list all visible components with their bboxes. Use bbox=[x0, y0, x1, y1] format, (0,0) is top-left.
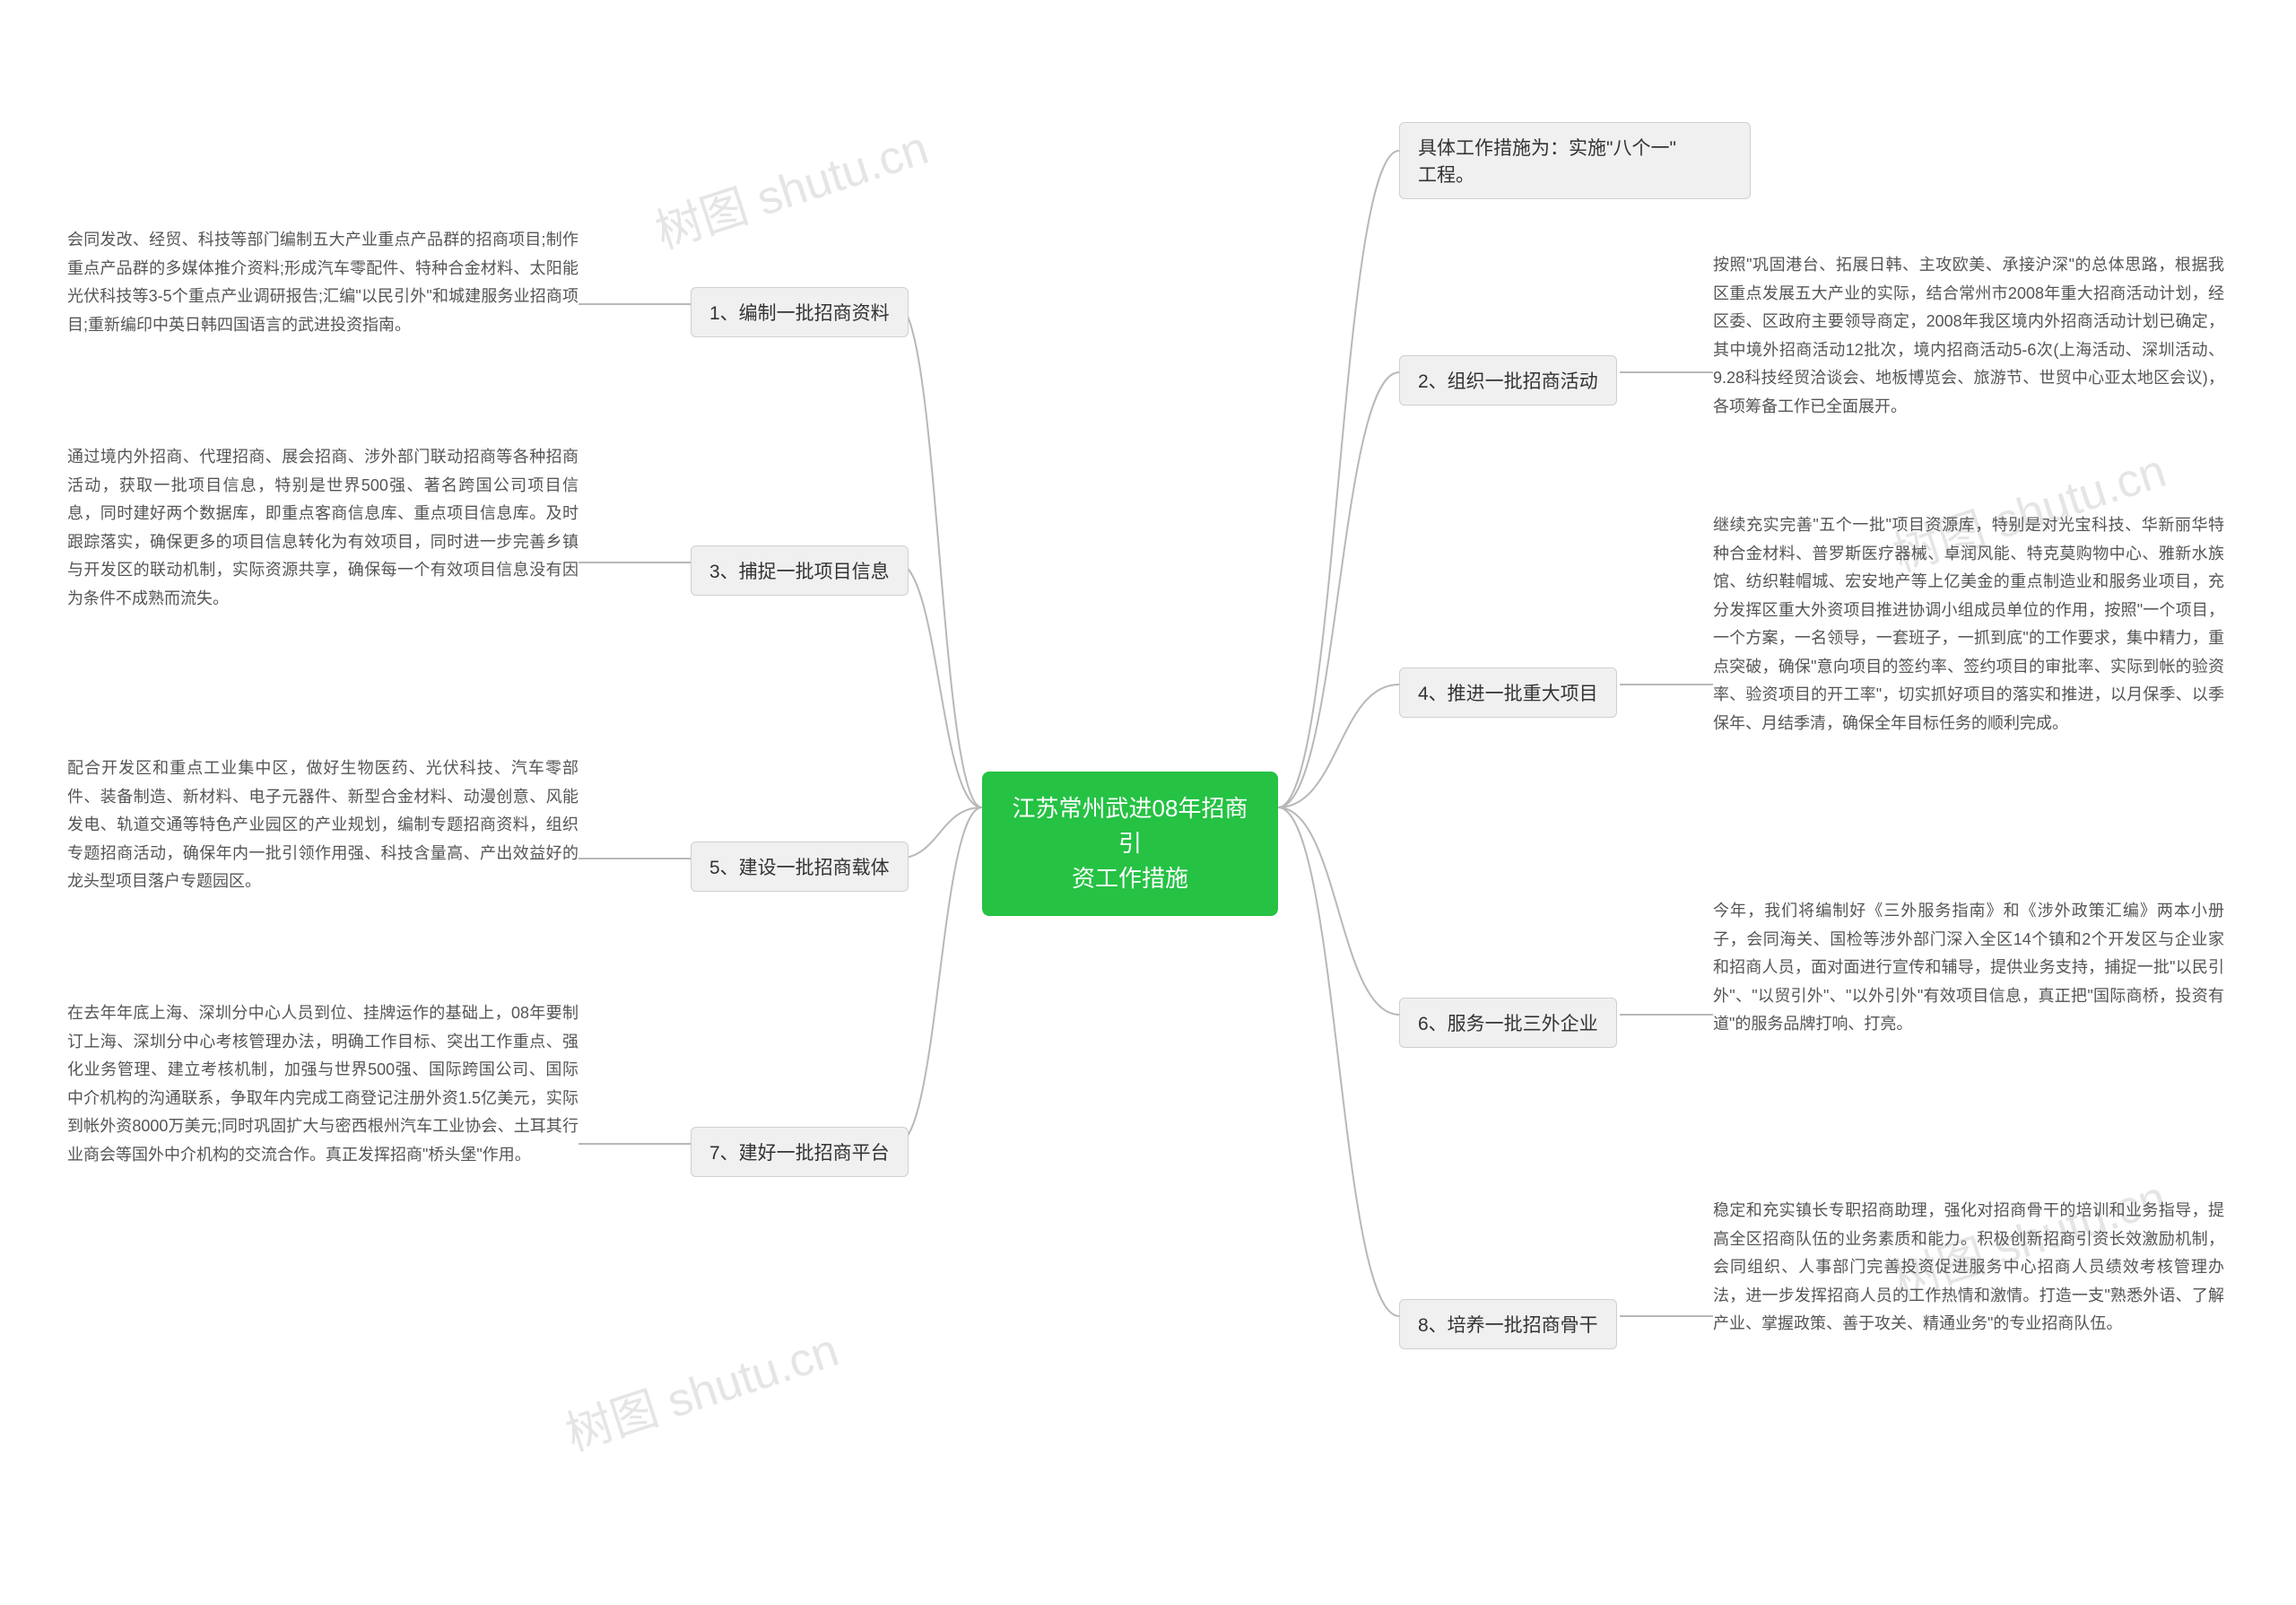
branch-node-right-1: 2、组织一批招商活动 bbox=[1399, 355, 1617, 406]
branch-node-right-2: 4、推进一批重大项目 bbox=[1399, 667, 1617, 718]
leaf-node-right-2: 继续充实完善"五个一批"项目资源库，特别是对光宝科技、华新丽华特种合金材料、普罗… bbox=[1713, 511, 2224, 737]
branch-node-left-2: 5、建设一批招商载体 bbox=[691, 842, 909, 892]
branch-node-right-4: 8、培养一批招商骨干 bbox=[1399, 1299, 1617, 1349]
leaf-node-left-1: 通过境内外招商、代理招商、展会招商、涉外部门联动招商等各种招商活动，获取一批项目… bbox=[67, 443, 578, 613]
watermark: 树图 shutu.cn bbox=[646, 110, 935, 262]
branch-node-right-3: 6、服务一批三外企业 bbox=[1399, 998, 1617, 1048]
leaf-node-left-3: 在去年年底上海、深圳分中心人员到位、挂牌运作的基础上，08年要制订上海、深圳分中… bbox=[67, 999, 578, 1169]
leaf-node-left-0: 会同发改、经贸、科技等部门编制五大产业重点产品群的招商项目;制作重点产品群的多媒… bbox=[67, 226, 578, 339]
branch-node-left-1: 3、捕捉一批项目信息 bbox=[691, 545, 909, 596]
branch-node-left-0: 1、编制一批招商资料 bbox=[691, 287, 909, 337]
leaf-node-left-2: 配合开发区和重点工业集中区，做好生物医药、光伏科技、汽车零部件、装备制造、新材料… bbox=[67, 755, 578, 896]
center-node: 江苏常州武进08年招商引资工作措施 bbox=[982, 772, 1278, 916]
branch-node-left-3: 7、建好一批招商平台 bbox=[691, 1127, 909, 1177]
leaf-node-right-3: 今年，我们将编制好《三外服务指南》和《涉外政策汇编》两本小册子，会同海关、国检等… bbox=[1713, 897, 2224, 1039]
leaf-node-right-4: 稳定和充实镇长专职招商助理，强化对招商骨干的培训和业务指导，提高全区招商队伍的业… bbox=[1713, 1197, 2224, 1339]
branch-node-right-0: 具体工作措施为：实施"八个一"工程。 bbox=[1399, 122, 1751, 199]
leaf-node-right-1: 按照"巩固港台、拓展日韩、主攻欧美、承接沪深"的总体思路，根据我区重点发展五大产… bbox=[1713, 251, 2224, 421]
watermark: 树图 shutu.cn bbox=[556, 1313, 846, 1464]
